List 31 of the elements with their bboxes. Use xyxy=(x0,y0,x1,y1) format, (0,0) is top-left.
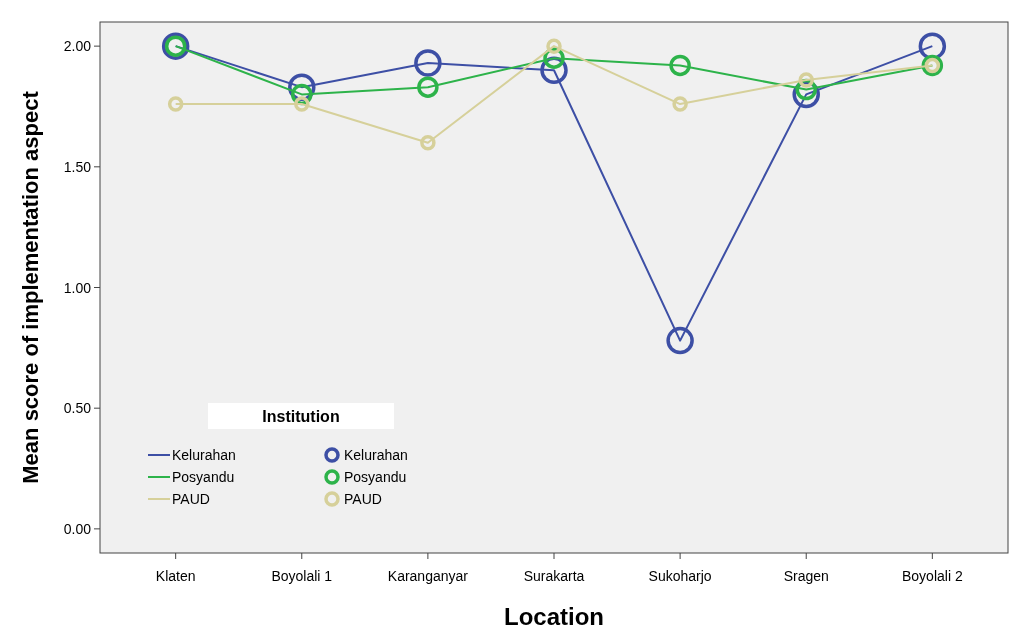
text: Posyandu xyxy=(172,469,235,485)
legend-label: Posyandu xyxy=(344,469,407,485)
text: PAUD xyxy=(172,491,210,507)
point xyxy=(666,326,694,355)
x-axis-title: Location xyxy=(504,603,604,630)
x-tick-label: Boyolali 1 xyxy=(271,568,333,584)
point xyxy=(669,54,691,77)
y-tick-label: 0.50 xyxy=(63,400,92,417)
point xyxy=(294,96,310,112)
y-tick-label: 1.50 xyxy=(63,158,92,175)
legend-label: Kelurahan xyxy=(344,447,408,463)
point xyxy=(798,72,814,88)
legend-title: Institution xyxy=(262,408,340,425)
y-tick-label: 2.00 xyxy=(63,38,92,55)
y-tick-label: 1.00 xyxy=(63,279,92,296)
x-tick-label: Sragen xyxy=(783,568,829,584)
x-tick-label: Sukoharjo xyxy=(648,568,712,584)
x-tick-label: Boyolali 2 xyxy=(901,568,963,584)
y-tick-label: 0.00 xyxy=(63,520,92,537)
y-axis-title: Mean score of implementation aspect xyxy=(18,90,43,484)
point xyxy=(414,49,442,77)
point xyxy=(672,96,688,112)
point xyxy=(417,76,439,98)
text: Kelurahan xyxy=(172,447,236,463)
point xyxy=(420,134,436,151)
x-tick-label: Klaten xyxy=(155,568,196,584)
legend-label: PAUD xyxy=(344,491,382,507)
point xyxy=(167,96,184,112)
x-tick-label: Karanganyar xyxy=(387,568,469,584)
point xyxy=(546,38,562,54)
x-tick-label: Surakarta xyxy=(523,568,585,584)
